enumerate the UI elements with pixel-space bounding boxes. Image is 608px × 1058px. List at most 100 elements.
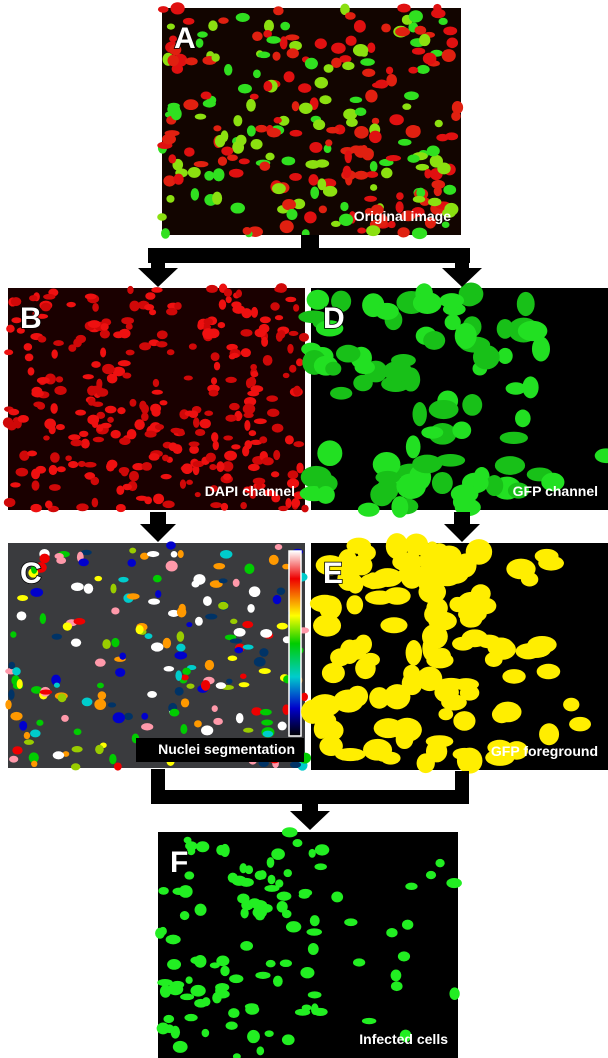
cell	[261, 337, 268, 347]
cell	[439, 18, 448, 25]
cell	[267, 409, 279, 417]
cell	[397, 4, 410, 13]
cell	[167, 349, 175, 355]
cell	[181, 674, 189, 680]
cell	[230, 619, 237, 624]
cell	[55, 553, 64, 559]
cell	[247, 125, 256, 136]
cell	[129, 301, 139, 312]
cell	[74, 618, 86, 625]
cell	[428, 198, 441, 206]
cell	[244, 420, 250, 431]
cell	[43, 294, 55, 300]
cell	[206, 453, 216, 463]
cell	[282, 1034, 295, 1045]
cell	[347, 686, 368, 707]
cell	[436, 134, 448, 141]
cell	[272, 183, 286, 194]
cell	[315, 77, 329, 88]
cell	[408, 67, 418, 74]
cell	[236, 713, 244, 723]
cell	[323, 186, 337, 197]
cell	[153, 379, 159, 387]
cell	[10, 631, 16, 637]
cell	[195, 492, 201, 497]
cell	[350, 145, 362, 153]
cell	[151, 408, 160, 417]
cell	[76, 503, 88, 511]
cell	[539, 723, 559, 745]
cell	[395, 27, 410, 37]
cell	[271, 471, 279, 477]
cell	[225, 377, 236, 383]
cell	[167, 55, 178, 66]
cell	[243, 644, 254, 649]
cell	[497, 319, 514, 339]
cell	[306, 928, 322, 935]
cell	[229, 403, 240, 411]
cell	[446, 878, 462, 888]
cell	[254, 657, 266, 667]
cell	[97, 683, 104, 689]
cell	[72, 746, 83, 752]
cell	[259, 668, 271, 674]
cell	[56, 376, 63, 382]
cell	[451, 111, 461, 121]
cell	[412, 228, 427, 240]
cell	[251, 139, 263, 150]
cell	[66, 302, 75, 308]
cell	[165, 130, 180, 136]
cell	[260, 629, 272, 638]
cell	[236, 13, 250, 22]
cell	[220, 966, 229, 976]
cell	[275, 879, 283, 887]
cell	[16, 468, 29, 477]
cell	[68, 434, 80, 440]
cell	[225, 415, 236, 422]
cell	[258, 870, 266, 879]
cell	[102, 364, 115, 374]
cell	[164, 666, 175, 671]
cell	[175, 670, 182, 681]
cell	[315, 844, 329, 855]
cell	[186, 683, 194, 688]
cell	[173, 174, 183, 185]
panel-letter: F	[170, 846, 188, 879]
cell	[147, 691, 157, 698]
cell	[360, 58, 375, 66]
cell	[84, 473, 95, 479]
cell	[219, 299, 226, 309]
cell	[145, 633, 153, 639]
cell	[436, 545, 461, 567]
cell	[300, 967, 314, 978]
cell	[166, 561, 178, 572]
cell	[386, 67, 393, 75]
panel-letter: C	[20, 557, 42, 590]
cell	[263, 731, 274, 737]
cell	[285, 297, 296, 302]
cell	[292, 839, 302, 847]
cell	[201, 725, 213, 735]
cell	[265, 153, 274, 161]
cell	[427, 146, 440, 157]
cell	[94, 576, 102, 581]
cell	[173, 1041, 188, 1053]
cell	[346, 595, 363, 614]
cell	[61, 715, 69, 722]
cell	[244, 412, 254, 418]
cell	[82, 698, 93, 707]
cell	[407, 155, 419, 163]
cell	[194, 720, 202, 727]
cell	[380, 617, 407, 633]
cell	[432, 472, 453, 494]
cell	[402, 920, 413, 930]
cell	[326, 127, 339, 134]
cell	[453, 711, 475, 731]
cell	[259, 648, 268, 657]
cell	[275, 544, 283, 550]
cell	[92, 402, 103, 407]
cell	[299, 889, 312, 897]
cell	[214, 362, 220, 371]
cell	[381, 23, 391, 32]
